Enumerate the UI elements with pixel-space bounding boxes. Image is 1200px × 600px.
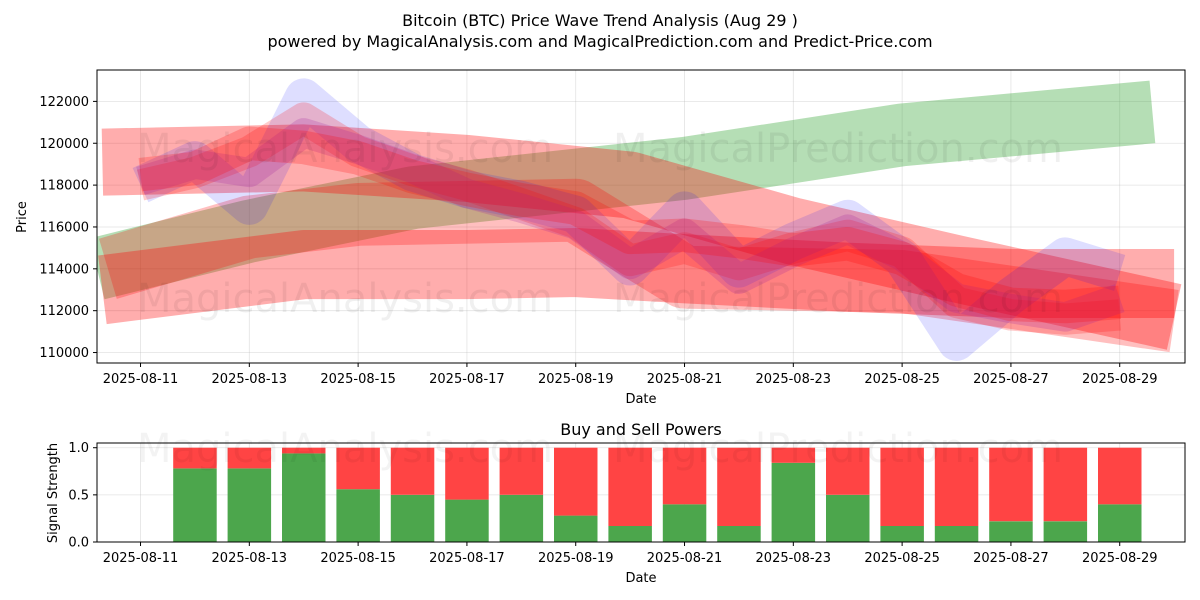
signal-y-tick-label: 0.0 <box>68 536 89 551</box>
watermark-analysis-bottom: MagicalAnalysis.com <box>137 426 553 472</box>
signal-x-tick-label: 2025-08-11 <box>103 551 179 566</box>
buy-bar <box>554 515 598 542</box>
price-x-tick-label: 2025-08-23 <box>756 372 832 387</box>
chart-subtitle: powered by MagicalAnalysis.com and Magic… <box>267 32 932 51</box>
signal-x-tick-label: 2025-08-25 <box>864 551 940 566</box>
price-x-label: Date <box>625 392 656 407</box>
price-x-tick-label: 2025-08-17 <box>429 372 505 387</box>
price-y-tick-label: 112000 <box>39 304 89 319</box>
buy-bar <box>173 468 217 542</box>
watermark-analysis-mid: MagicalAnalysis.com <box>137 276 553 322</box>
price-y-tick-label: 110000 <box>39 346 89 361</box>
signal-y-label: Signal Strength <box>46 443 61 543</box>
signal-x-tick-label: 2025-08-23 <box>756 551 832 566</box>
sell-bar <box>934 447 979 526</box>
price-band-2 <box>101 124 1182 350</box>
price-band-6 <box>136 102 1121 335</box>
sell-bar <box>499 447 544 495</box>
price-x-tick-label: 2025-08-13 <box>212 372 288 387</box>
price-x-ticks: 2025-08-11 2025-08-13 2025-08-15 2025-08-17… <box>103 363 1158 387</box>
buy-bar <box>499 494 544 542</box>
signal-x-tick-label: 2025-08-29 <box>1082 551 1158 566</box>
sell-bar <box>771 447 816 463</box>
signal-panel-frame <box>96 442 1186 543</box>
sell-bar <box>227 447 272 469</box>
sell-bar <box>390 447 435 495</box>
signal-x-tick-label: 2025-08-13 <box>212 551 288 566</box>
price-y-tick-label: 114000 <box>39 262 89 277</box>
sell-bar <box>445 447 489 500</box>
sell-bar <box>826 447 870 495</box>
signal-x-label: Date <box>625 571 656 586</box>
price-y-tick-label: 116000 <box>39 220 89 235</box>
price-panel-frame <box>96 69 1186 364</box>
signal-x-tick-label: 2025-08-15 <box>320 551 396 566</box>
buy-bar <box>934 526 979 542</box>
watermark-prediction-mid: MagicalPrediction.com <box>613 276 1063 322</box>
price-x-tick-label: 2025-08-15 <box>320 372 396 387</box>
sell-bar <box>1098 447 1142 505</box>
price-band-1 <box>97 80 1156 300</box>
buy-bar <box>608 526 652 542</box>
buy-bar <box>880 526 924 542</box>
sell-bar <box>717 447 761 526</box>
price-x-tick-label: 2025-08-21 <box>647 372 723 387</box>
price-band-5 <box>132 78 1126 361</box>
sell-bar <box>989 447 1033 522</box>
signal-x-tick-label: 2025-08-27 <box>973 551 1049 566</box>
price-y-tick-label: 122000 <box>39 95 89 110</box>
price-grid <box>97 70 1185 363</box>
buy-bar <box>227 468 272 542</box>
sell-bar <box>173 447 217 469</box>
sell-bar <box>282 447 326 454</box>
price-x-tick-label: 2025-08-25 <box>864 372 940 387</box>
buy-bar <box>390 494 435 542</box>
buy-bar <box>717 526 761 542</box>
price-band-7 <box>136 118 1125 332</box>
buy-bar <box>989 521 1033 542</box>
price-x-tick-label: 2025-08-29 <box>1082 372 1158 387</box>
signal-x-ticks: 2025-08-11 2025-08-13 2025-08-15 2025-08-17… <box>103 542 1158 566</box>
signal-y-ticks: 0.0 0.5 1.0 <box>68 441 97 551</box>
signal-x-tick-label: 2025-08-21 <box>647 551 723 566</box>
price-y-ticks: 110000 112000 114000 116000 118000 120000 1220… <box>39 95 97 361</box>
price-x-tick-label: 2025-08-27 <box>973 372 1049 387</box>
signal-y-tick-label: 1.0 <box>68 441 89 456</box>
signal-bars <box>173 447 1142 542</box>
sell-bar <box>336 447 380 490</box>
price-band-4 <box>98 178 1179 353</box>
buy-bar <box>282 453 326 542</box>
buy-bar <box>1043 521 1088 542</box>
sell-bar <box>554 447 598 516</box>
signal-y-tick-label: 0.5 <box>68 488 89 503</box>
sell-bar <box>608 447 652 526</box>
price-y-tick-label: 118000 <box>39 179 89 194</box>
buy-bar <box>1098 504 1142 542</box>
signal-x-tick-label: 2025-08-17 <box>429 551 505 566</box>
buy-bar <box>445 499 489 542</box>
watermark-prediction-bottom: MagicalPrediction.com <box>613 426 1063 472</box>
price-y-tick-label: 120000 <box>39 137 89 152</box>
buy-bar <box>826 494 870 542</box>
sell-bar <box>662 447 707 505</box>
signal-x-tick-label: 2025-08-19 <box>538 551 614 566</box>
watermark-analysis-top: MagicalAnalysis.com <box>137 126 553 172</box>
buy-bar <box>662 504 707 542</box>
price-band-3 <box>98 227 1175 325</box>
price-y-label: Price <box>15 201 30 233</box>
buy-bar <box>771 462 816 542</box>
signal-title: Buy and Sell Powers <box>560 420 722 439</box>
buy-bar <box>336 489 380 542</box>
sell-bar <box>880 447 924 526</box>
chart-title: Bitcoin (BTC) Price Wave Trend Analysis … <box>402 11 798 30</box>
price-x-tick-label: 2025-08-11 <box>103 372 179 387</box>
price-bands <box>97 78 1182 361</box>
price-panel: MagicalAnalysis.com MagicalPrediction.co… <box>15 69 1186 407</box>
sell-bar <box>1043 447 1088 522</box>
watermark-prediction-top: MagicalPrediction.com <box>613 126 1063 172</box>
price-x-tick-label: 2025-08-19 <box>538 372 614 387</box>
price-band-8 <box>138 126 1121 324</box>
signal-panel: Buy and Sell Powers MagicalAnalysis.com … <box>46 420 1186 586</box>
